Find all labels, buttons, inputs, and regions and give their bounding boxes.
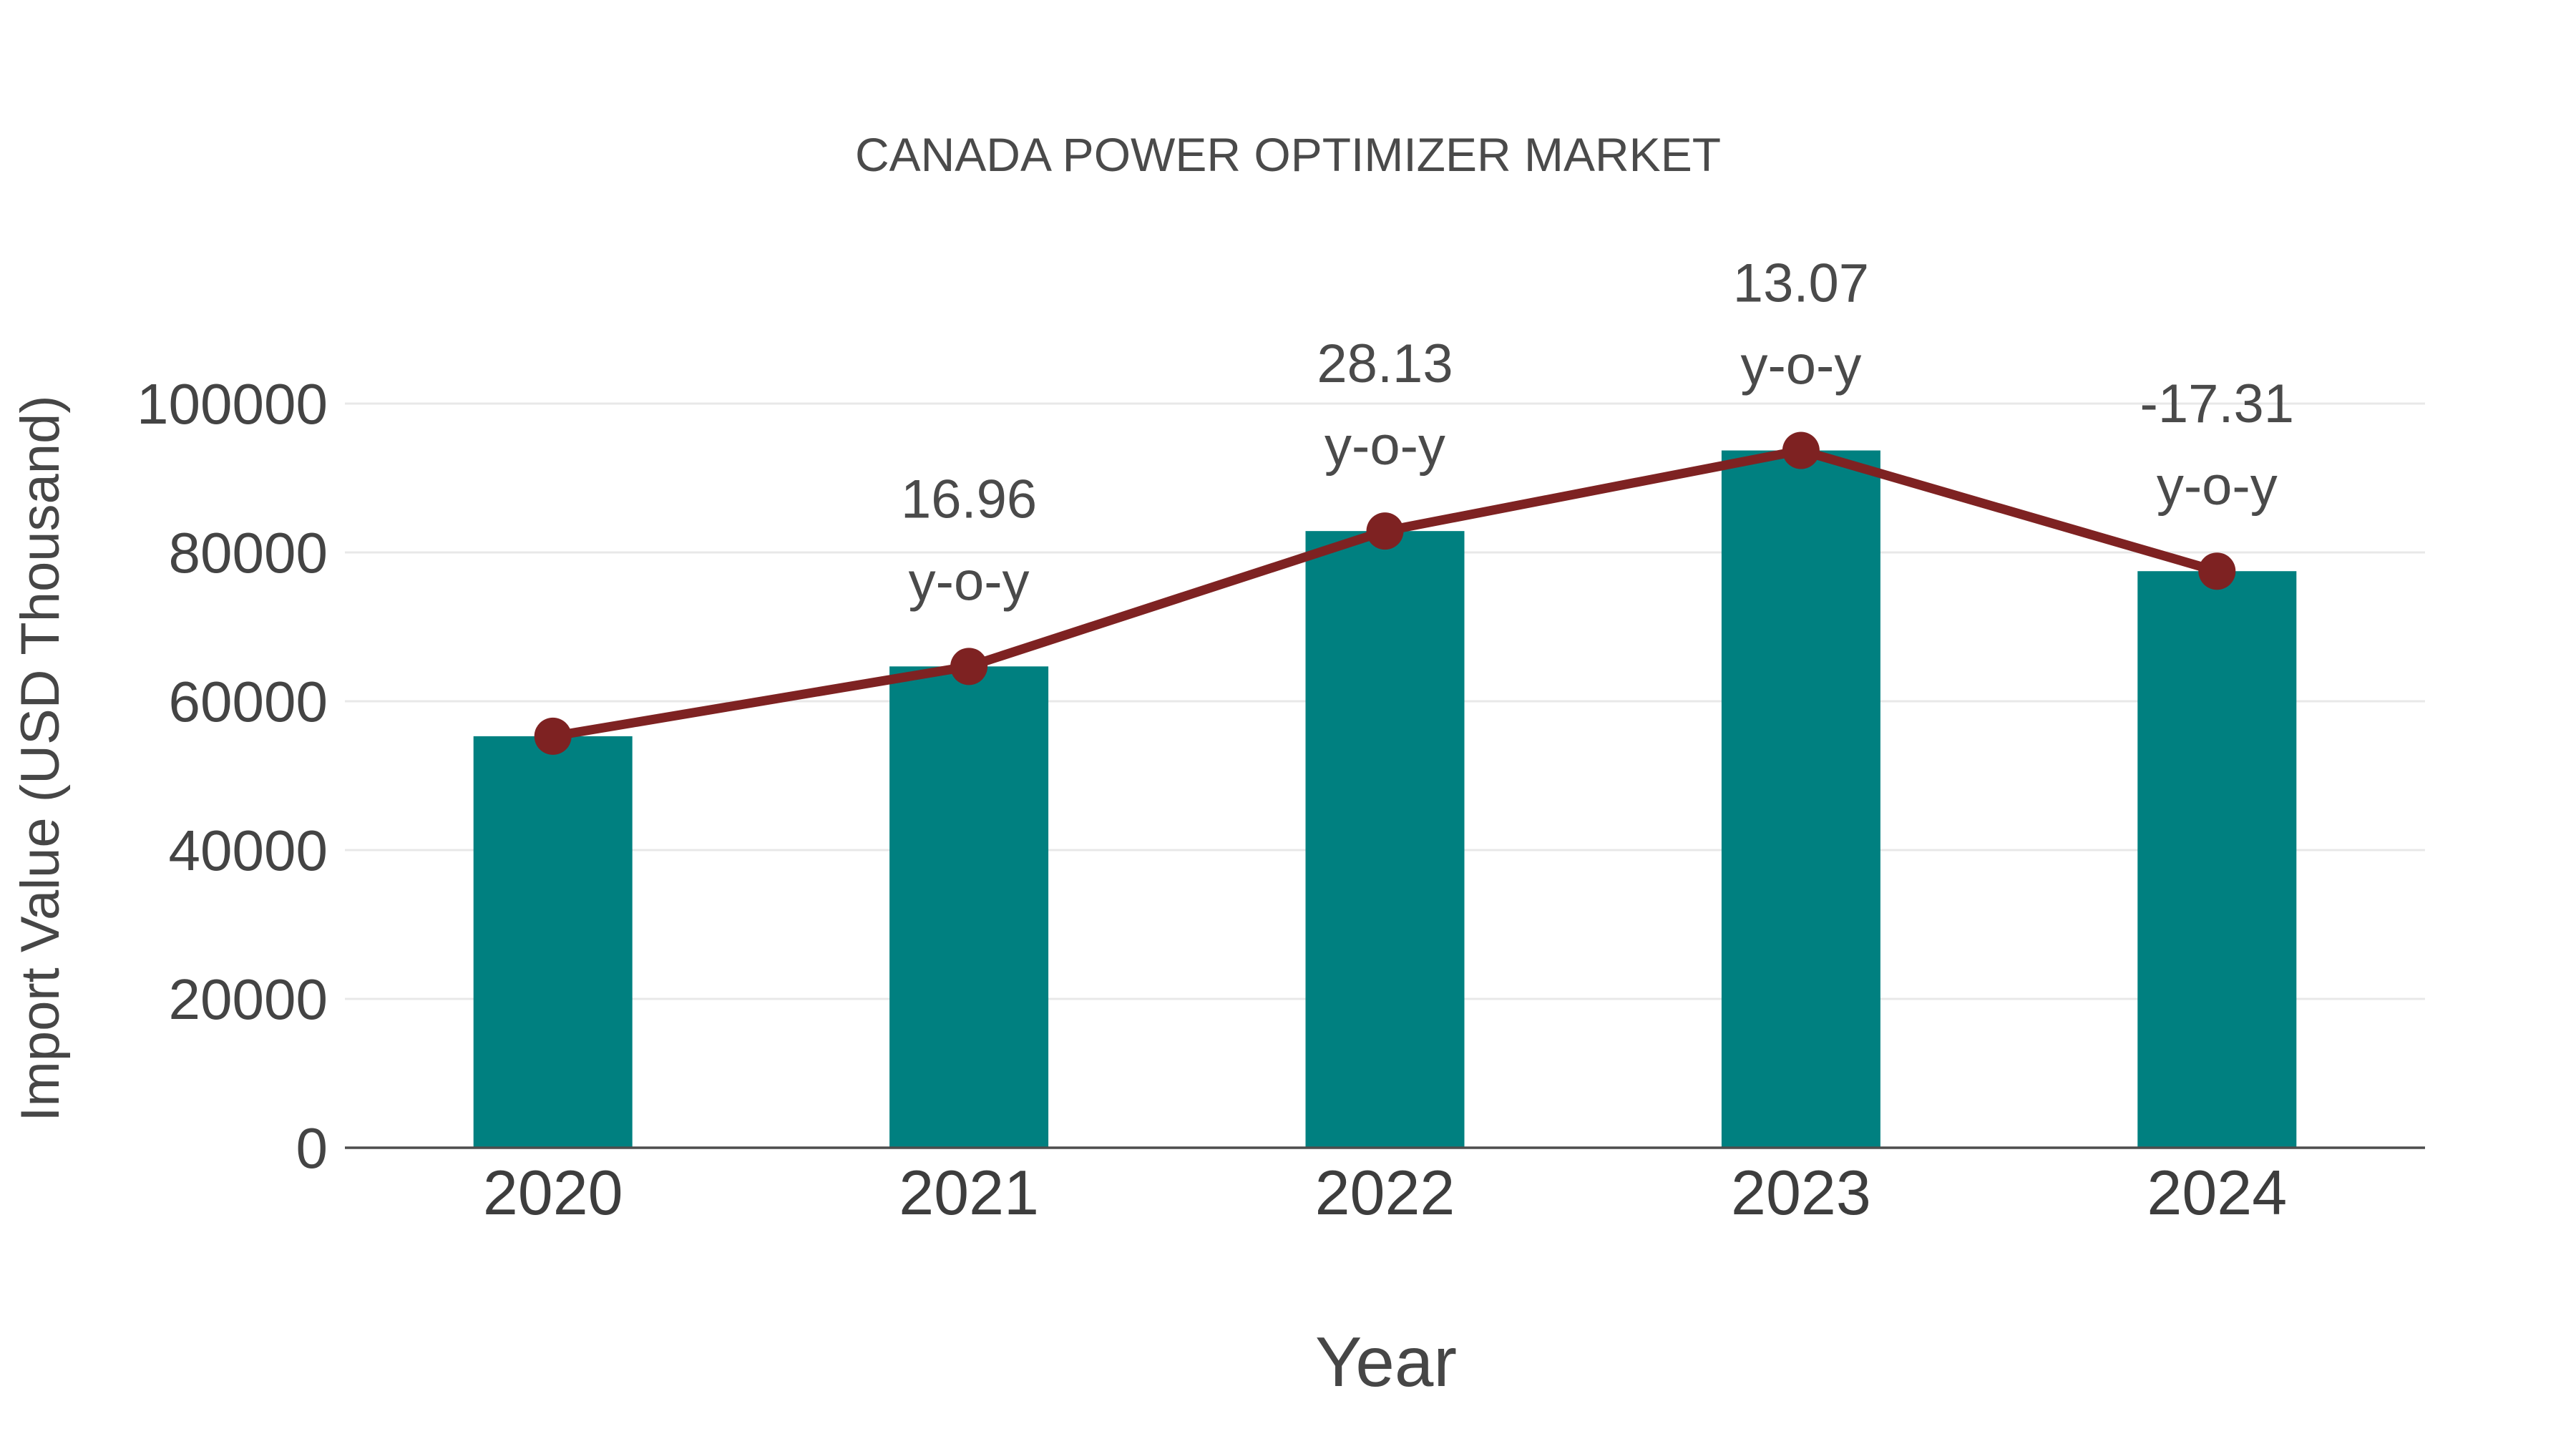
y-axis-title: Import Value (USD Thousand)	[10, 395, 71, 1121]
trend-marker-2021	[950, 648, 988, 686]
y-tick-label-40000: 40000	[169, 819, 328, 882]
x-tick-label-2023: 2023	[1731, 1157, 1871, 1228]
bar-2023	[1721, 450, 1880, 1148]
bar-2022	[1305, 531, 1465, 1148]
annotation-label-2021: y-o-y	[909, 551, 1030, 612]
annotation-label-2022: y-o-y	[1324, 416, 1445, 477]
x-tick-label-2020: 2020	[483, 1157, 623, 1228]
y-tick-label-20000: 20000	[169, 967, 328, 1031]
x-tick-label-2024: 2024	[2147, 1157, 2287, 1228]
annotation-label-2024: y-o-y	[2157, 456, 2278, 517]
y-tick-label-80000: 80000	[169, 521, 328, 585]
y-tick-label-0: 0	[296, 1116, 328, 1180]
trend-line-layer	[534, 431, 2236, 755]
annotation-label-2023: y-o-y	[1740, 336, 1861, 396]
x-tick-label-2022: 2022	[1315, 1157, 1455, 1228]
annotation-value-2022: 28.13	[1317, 333, 1453, 394]
trend-marker-2022	[1366, 512, 1404, 550]
bars-layer	[473, 450, 2297, 1148]
x-axis-title: Year	[1315, 1322, 1457, 1401]
tick-labels-layer: 0 20000 40000 60000 80000 100000 2020 2021 2022 2…	[137, 372, 2287, 1228]
chart-title: CANADA POWER OPTIMIZER MARKET	[855, 128, 1721, 181]
bar-2021	[889, 666, 1049, 1148]
trend-marker-2023	[1782, 431, 1820, 469]
trend-marker-2020	[534, 717, 572, 755]
annotation-value-2023: 13.07	[1733, 253, 1869, 314]
bar-2020	[473, 736, 633, 1148]
trend-marker-2024	[2198, 552, 2236, 590]
annotations-layer: 16.96 y-o-y 28.13 y-o-y 13.07 y-o-y -17.31 y-o-…	[901, 253, 2294, 613]
annotation-value-2021: 16.96	[901, 469, 1037, 530]
bar-2024	[2137, 571, 2297, 1148]
annotation-value-2024: -17.31	[2140, 374, 2295, 434]
y-tick-label-60000: 60000	[169, 670, 328, 733]
y-tick-label-100000: 100000	[137, 372, 328, 436]
x-tick-label-2021: 2021	[899, 1157, 1039, 1228]
